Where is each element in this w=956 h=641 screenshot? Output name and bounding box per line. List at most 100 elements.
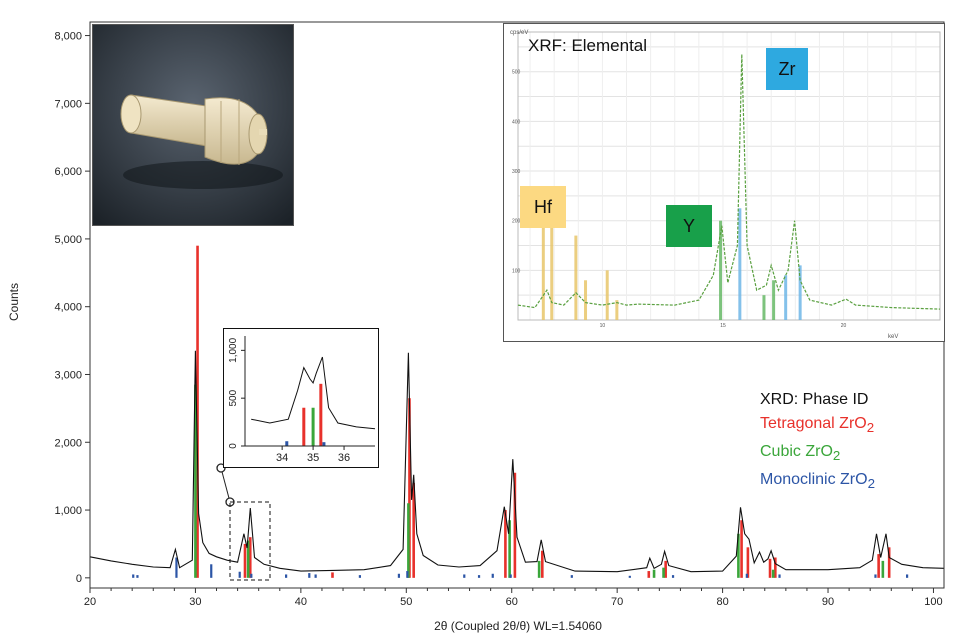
x-axis-label: 2θ (Coupled 2θ/θ) WL=1.54060 — [434, 619, 602, 633]
reference-line-monoclinic — [671, 575, 675, 578]
reference-line-tetragonal — [408, 398, 411, 578]
xrf-x-tick-label: 20 — [841, 323, 847, 329]
y-tick-label: 4,000 — [54, 302, 82, 314]
xrf-y-tick-label: 200 — [512, 219, 521, 225]
reference-line-cubic — [881, 560, 885, 578]
xrf-element-line-hf — [550, 215, 554, 320]
sample-photo — [92, 24, 294, 226]
reference-line-tetragonal — [664, 560, 667, 578]
reference-line-monoclinic — [491, 573, 494, 578]
reference-line-cubic — [537, 560, 541, 578]
reference-line-tetragonal — [740, 520, 743, 578]
zoom-reference-line — [322, 442, 326, 446]
xrf-inset-chart: 100 200 300 400 500 10 15 20 cps/eV keV XRF: El… — [503, 23, 945, 342]
reference-line-cubic — [737, 533, 740, 578]
reference-line-monoclinic — [210, 564, 213, 578]
reference-line-tetragonal — [877, 554, 880, 578]
xrf-x-tick-label: 15 — [720, 323, 726, 329]
legend-title: XRD: Phase ID — [760, 391, 869, 408]
y-axis-label: Counts — [7, 283, 21, 321]
y-tick-label: 2,000 — [54, 437, 82, 449]
reference-line-tetragonal — [541, 550, 544, 578]
reference-line-tetragonal — [746, 547, 750, 578]
x-tick-label: 30 — [189, 596, 201, 608]
zoom-pattern-line — [251, 356, 376, 430]
zoom-inset-chart: 34 35 36 0 500 1,000 — [223, 328, 379, 468]
xrf-element-line-hf — [605, 270, 609, 320]
x-tick-label: 90 — [822, 596, 834, 608]
reference-line-monoclinic — [238, 571, 241, 578]
xrf-element-line-hf — [584, 280, 588, 320]
zoom-x-tick-label: 35 — [307, 452, 319, 464]
xrf-y-unit: cps/eV — [510, 30, 528, 36]
xrf-y-tick-label: 400 — [512, 119, 521, 125]
reference-line-tetragonal — [331, 572, 334, 578]
x-tick-label: 60 — [506, 596, 518, 608]
reference-line-cubic — [508, 520, 511, 578]
element-badge-zr: Zr — [766, 48, 808, 90]
zoom-region-box — [229, 501, 271, 581]
xrf-y-tick-label: 500 — [512, 70, 521, 76]
reference-line-monoclinic — [308, 573, 311, 578]
zoom-y-tick-label: 1,000 — [228, 337, 239, 362]
xrf-element-line-hf — [541, 200, 545, 320]
zoom-y-tick-label: 500 — [228, 389, 239, 406]
x-tick-label: 100 — [924, 596, 942, 608]
zoom-y-tick-label: 0 — [228, 443, 239, 449]
reference-line-cubic — [407, 503, 410, 578]
y-tick-label: 7,000 — [54, 98, 82, 110]
reference-line-monoclinic — [406, 571, 409, 578]
reference-line-tetragonal — [196, 245, 199, 578]
zoom-reference-line — [311, 407, 315, 446]
reference-line-monoclinic — [175, 557, 178, 578]
reference-line-tetragonal — [774, 557, 777, 578]
xrf-element-line-y — [719, 220, 723, 320]
zoom-x-tick-label: 34 — [276, 452, 288, 464]
reference-line-monoclinic — [285, 574, 288, 578]
reference-line-monoclinic — [570, 575, 573, 578]
reference-line-monoclinic — [463, 574, 466, 578]
xrf-element-line-y — [772, 280, 776, 320]
xrf-element-line-zr — [798, 265, 802, 320]
reference-line-monoclinic — [397, 573, 401, 578]
y-tick-label: 6,000 — [54, 166, 82, 178]
xrd-pattern-line — [89, 350, 945, 573]
reference-line-tetragonal — [504, 510, 507, 578]
x-tick-label: 70 — [611, 596, 623, 608]
xrf-frame — [517, 31, 941, 321]
legend-item-cubic: Cubic ZrO2 — [760, 443, 841, 464]
y-tick-label: 8,000 — [54, 31, 82, 43]
reference-line-cubic — [246, 540, 250, 578]
reference-line-monoclinic — [358, 575, 362, 578]
xrf-x-unit: keV — [888, 334, 898, 340]
reference-line-tetragonal — [768, 558, 772, 578]
x-tick-label: 50 — [400, 596, 412, 608]
reference-line-monoclinic — [778, 574, 781, 578]
xrf-y-tick-label: 300 — [512, 169, 521, 175]
reference-line-cubic — [771, 569, 775, 578]
y-tick-label: 5,000 — [54, 234, 82, 246]
reference-line-monoclinic — [132, 574, 135, 578]
xrf-element-line-hf — [574, 235, 578, 320]
reference-line-monoclinic — [477, 575, 481, 578]
reference-line-monoclinic — [250, 573, 253, 578]
reference-line-monoclinic — [874, 574, 877, 578]
x-tick-label: 80 — [716, 596, 728, 608]
xrf-x-tick-label: 10 — [600, 323, 606, 329]
reference-line-monoclinic — [905, 574, 909, 578]
xrf-title: XRF: Elemental — [528, 36, 648, 55]
x-tick-label: 20 — [84, 596, 96, 608]
legend-item-monoclinic: Monoclinic ZrO2 — [760, 471, 875, 492]
y-tick-label: 0 — [76, 573, 82, 585]
reference-line-tetragonal — [647, 571, 651, 578]
reference-line-monoclinic — [628, 575, 631, 578]
element-badge-hf: Hf — [520, 186, 566, 228]
reference-line-cubic — [662, 567, 665, 578]
zoom-connector-line — [220, 467, 231, 503]
xrf-element-line-hf — [615, 300, 619, 320]
y-tick-label: 3,000 — [54, 369, 82, 381]
reference-line-tetragonal — [513, 472, 517, 578]
reference-line-monoclinic — [745, 573, 748, 578]
y-tick-label: 1,000 — [54, 505, 82, 517]
reference-line-cubic — [652, 569, 656, 578]
